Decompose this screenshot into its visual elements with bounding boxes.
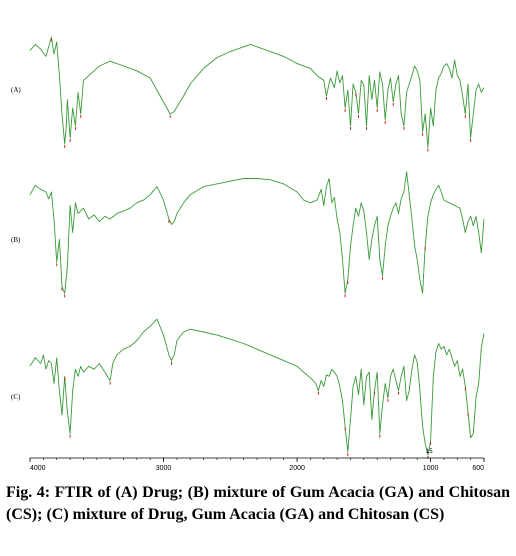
peak-annotation: 15 [426, 449, 433, 455]
figure-caption: Fig. 4: FTIR of (A) Drug; (B) mixture of… [6, 484, 510, 523]
x-tick-label: 3000 [156, 465, 172, 470]
panel-label-3: (C) [11, 393, 21, 401]
x-tick-label: 1000 [423, 465, 439, 470]
spectrum-line-2 [29, 171, 485, 294]
x-tick-label: 4000 [30, 465, 46, 470]
panel-label-1: (A) [11, 86, 21, 94]
spectrum-line-3 [29, 318, 485, 456]
ftir-figure: (A) (B) (C) 15 4000 3000 2000 1000 600 [11, 36, 485, 470]
x-tick-label: 600 [472, 465, 484, 470]
panel-label-2: (B) [11, 236, 21, 244]
ftir-chart: (A) (B) (C) 15 4000 3000 2000 1000 600 [11, 36, 485, 470]
spectrum-line-1 [29, 36, 485, 149]
x-tick-label: 2000 [289, 465, 305, 470]
